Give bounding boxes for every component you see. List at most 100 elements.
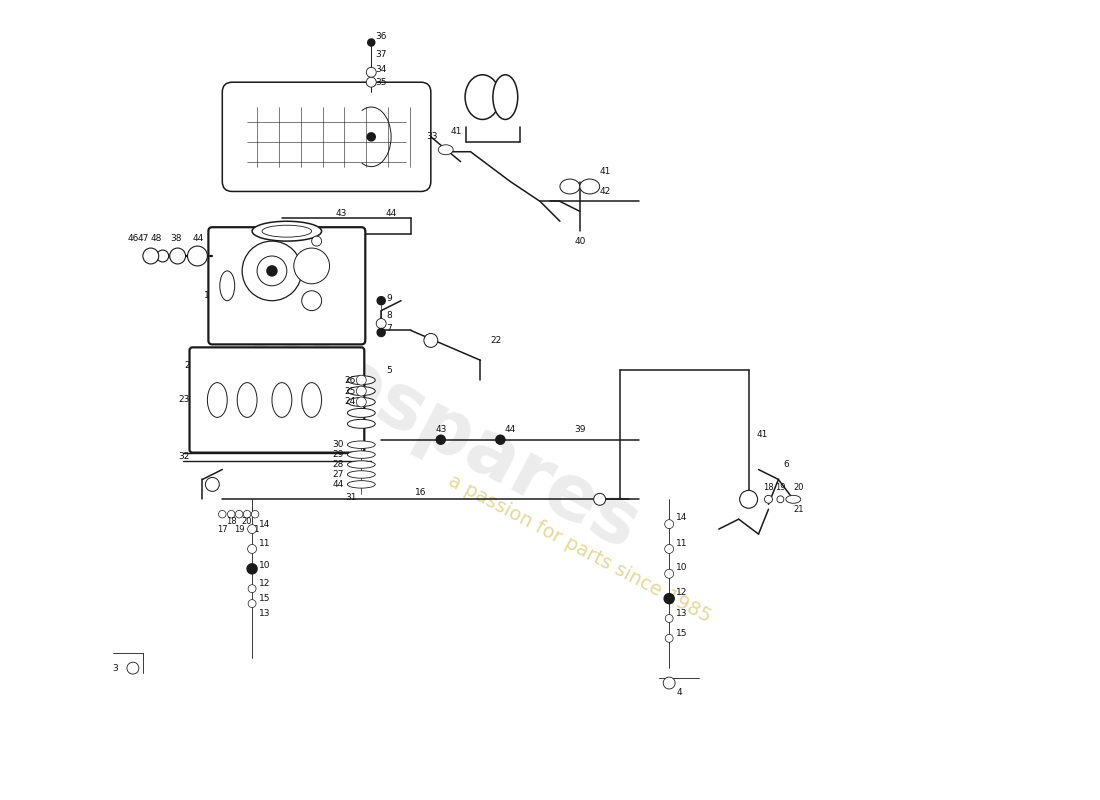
Circle shape xyxy=(248,545,256,554)
Text: 17: 17 xyxy=(217,525,228,534)
Text: 12: 12 xyxy=(258,579,271,588)
Ellipse shape xyxy=(580,179,600,194)
Circle shape xyxy=(143,248,158,264)
FancyBboxPatch shape xyxy=(208,227,365,344)
Ellipse shape xyxy=(301,382,321,418)
Text: 9: 9 xyxy=(386,294,392,303)
Circle shape xyxy=(248,564,257,574)
Text: 12: 12 xyxy=(676,588,688,597)
Ellipse shape xyxy=(252,222,321,241)
Text: 6: 6 xyxy=(783,460,789,469)
Text: 44: 44 xyxy=(385,209,397,218)
Text: 29: 29 xyxy=(332,450,343,459)
Circle shape xyxy=(496,435,505,444)
Text: 41: 41 xyxy=(600,167,610,176)
Circle shape xyxy=(377,297,385,305)
Text: 5: 5 xyxy=(386,366,392,374)
Circle shape xyxy=(664,520,673,529)
Circle shape xyxy=(267,266,277,276)
Text: 8: 8 xyxy=(386,311,392,320)
Circle shape xyxy=(366,78,376,87)
Ellipse shape xyxy=(348,376,375,385)
Circle shape xyxy=(664,594,674,603)
Circle shape xyxy=(356,375,366,385)
Ellipse shape xyxy=(348,470,375,478)
Circle shape xyxy=(663,677,675,689)
FancyBboxPatch shape xyxy=(222,82,431,191)
Circle shape xyxy=(424,334,438,347)
Ellipse shape xyxy=(262,226,311,237)
Circle shape xyxy=(594,494,606,506)
Text: 4: 4 xyxy=(676,689,682,698)
Text: 20: 20 xyxy=(242,517,252,526)
Text: 33: 33 xyxy=(426,132,438,142)
Ellipse shape xyxy=(465,74,499,119)
Circle shape xyxy=(777,496,784,502)
Text: 13: 13 xyxy=(258,609,271,618)
Circle shape xyxy=(157,250,168,262)
Text: 34: 34 xyxy=(375,65,386,74)
Ellipse shape xyxy=(348,481,375,488)
Text: 31: 31 xyxy=(345,493,356,502)
Text: 43: 43 xyxy=(436,426,447,434)
Ellipse shape xyxy=(238,382,257,418)
Circle shape xyxy=(249,585,256,593)
Text: 48: 48 xyxy=(151,234,162,242)
Text: 44: 44 xyxy=(192,234,204,242)
Text: 43: 43 xyxy=(336,209,348,218)
Text: 40: 40 xyxy=(574,237,585,246)
Text: 35: 35 xyxy=(375,78,387,86)
Text: a passion for parts since 1985: a passion for parts since 1985 xyxy=(446,471,714,626)
Ellipse shape xyxy=(493,74,518,119)
Circle shape xyxy=(248,525,256,534)
Circle shape xyxy=(249,600,256,607)
Ellipse shape xyxy=(272,382,292,418)
Text: 19: 19 xyxy=(776,483,785,492)
Text: 7: 7 xyxy=(386,324,392,333)
Text: 41: 41 xyxy=(451,127,462,136)
Text: 15: 15 xyxy=(676,629,688,638)
Text: 27: 27 xyxy=(332,470,343,479)
Text: 3: 3 xyxy=(112,664,118,673)
Circle shape xyxy=(356,386,366,396)
Text: 37: 37 xyxy=(375,50,387,59)
Text: 13: 13 xyxy=(676,609,688,618)
Text: 41: 41 xyxy=(757,430,768,439)
Text: 26: 26 xyxy=(344,376,355,385)
Text: 45: 45 xyxy=(198,251,209,261)
Text: 25: 25 xyxy=(344,386,355,395)
Text: 22: 22 xyxy=(491,336,502,345)
Text: 14: 14 xyxy=(258,520,271,529)
Circle shape xyxy=(242,241,301,301)
Text: 21: 21 xyxy=(250,525,261,534)
Circle shape xyxy=(243,510,251,518)
Text: 36: 36 xyxy=(375,31,387,41)
Ellipse shape xyxy=(220,271,234,301)
Text: 47: 47 xyxy=(138,234,150,242)
Circle shape xyxy=(257,256,287,286)
Circle shape xyxy=(666,614,673,622)
Circle shape xyxy=(311,236,321,246)
Text: 39: 39 xyxy=(574,426,585,434)
Text: 19: 19 xyxy=(234,525,244,534)
Ellipse shape xyxy=(348,461,375,468)
Circle shape xyxy=(437,435,446,444)
Circle shape xyxy=(219,510,227,518)
Text: 14: 14 xyxy=(676,513,688,522)
Circle shape xyxy=(367,133,375,141)
Circle shape xyxy=(664,545,673,554)
Ellipse shape xyxy=(438,145,453,154)
Text: 20: 20 xyxy=(793,483,804,492)
Ellipse shape xyxy=(348,386,375,395)
Text: 23: 23 xyxy=(178,395,189,405)
Circle shape xyxy=(666,634,673,642)
Circle shape xyxy=(764,495,772,503)
Ellipse shape xyxy=(785,495,801,503)
Text: 18: 18 xyxy=(763,483,773,492)
Circle shape xyxy=(366,67,376,78)
Circle shape xyxy=(206,478,219,491)
Circle shape xyxy=(739,490,758,508)
Circle shape xyxy=(294,248,330,284)
Text: 32: 32 xyxy=(178,452,189,461)
Circle shape xyxy=(126,662,139,674)
